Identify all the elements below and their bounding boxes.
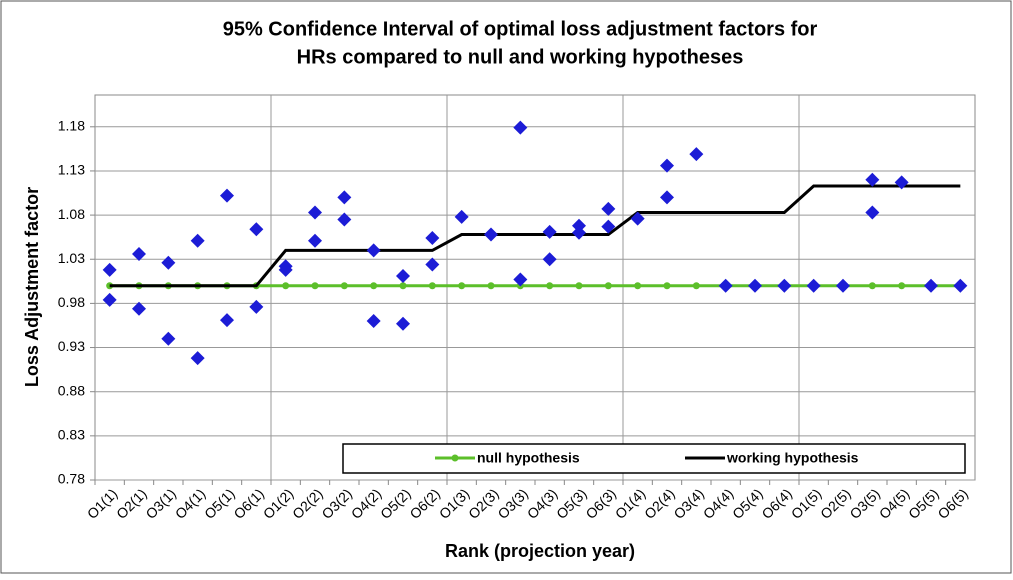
ci-point bbox=[718, 278, 733, 293]
ci-point bbox=[102, 262, 117, 277]
ci-point bbox=[865, 205, 880, 220]
y-tick-label: 1.18 bbox=[58, 117, 85, 133]
ci-point bbox=[190, 351, 205, 366]
x-axis-label: Rank (projection year) bbox=[445, 541, 635, 561]
ci-point bbox=[337, 190, 352, 205]
ci-point bbox=[572, 218, 586, 233]
point bbox=[311, 282, 319, 290]
ci-point bbox=[337, 212, 352, 227]
ci-point bbox=[161, 331, 176, 346]
ci-point bbox=[484, 227, 498, 242]
ci-point bbox=[308, 233, 322, 248]
point bbox=[575, 282, 583, 290]
y-tick-label: 0.83 bbox=[58, 427, 85, 443]
ci-point bbox=[924, 278, 938, 293]
ci-point bbox=[190, 233, 205, 248]
ci-point bbox=[220, 313, 234, 328]
point bbox=[487, 282, 495, 290]
y-tick-label: 0.98 bbox=[58, 294, 85, 310]
ci-point bbox=[601, 219, 616, 234]
ci-point bbox=[454, 209, 469, 224]
ci-point bbox=[132, 246, 146, 261]
point bbox=[663, 282, 671, 290]
ci-point bbox=[308, 205, 322, 220]
ci-point bbox=[660, 158, 674, 173]
ci-point bbox=[630, 211, 645, 226]
ci-point bbox=[278, 262, 293, 277]
point bbox=[546, 282, 554, 290]
ci-point bbox=[220, 188, 234, 203]
point bbox=[898, 282, 906, 290]
point bbox=[604, 282, 612, 290]
ci-point bbox=[249, 222, 264, 237]
ci-point bbox=[806, 278, 821, 293]
plot-area bbox=[94, 94, 976, 481]
ci-point bbox=[366, 243, 381, 258]
y-tick-label: 1.13 bbox=[58, 162, 85, 178]
ci-point bbox=[249, 299, 264, 314]
ci-point bbox=[894, 175, 909, 190]
ci-point bbox=[542, 252, 557, 267]
ci-point bbox=[425, 257, 440, 272]
ci-point bbox=[865, 172, 880, 187]
legend-marker bbox=[451, 454, 459, 462]
y-tick-label: 0.78 bbox=[58, 471, 85, 487]
y-axis-label: Loss Adjustment factor bbox=[22, 187, 42, 387]
ci-point bbox=[513, 120, 528, 135]
point bbox=[634, 282, 642, 290]
series-line bbox=[109, 184, 961, 288]
point bbox=[370, 282, 378, 290]
ci-point bbox=[132, 301, 146, 316]
point bbox=[868, 282, 876, 290]
ci-point bbox=[396, 269, 410, 284]
ci-point bbox=[542, 224, 557, 239]
ci-point bbox=[953, 278, 968, 293]
legend-label: null hypothesis bbox=[477, 450, 580, 466]
ci-point bbox=[748, 278, 762, 293]
point bbox=[340, 282, 348, 290]
legend-label: working hypothesis bbox=[726, 450, 859, 466]
ci-point bbox=[572, 225, 586, 240]
y-tick-label: 0.93 bbox=[58, 338, 85, 354]
ci-point bbox=[836, 278, 850, 293]
point bbox=[399, 282, 407, 290]
ci-point bbox=[689, 147, 704, 162]
ci-point bbox=[161, 255, 176, 270]
chart-title: 95% Confidence Interval of optimal loss … bbox=[223, 18, 818, 40]
y-tick-label: 1.08 bbox=[58, 206, 85, 222]
point bbox=[282, 282, 290, 290]
ci-point bbox=[425, 231, 440, 246]
y-tick-label: 1.03 bbox=[58, 250, 85, 266]
point bbox=[428, 282, 436, 290]
ci-point bbox=[601, 201, 616, 216]
chart-title: HRs compared to null and working hypothe… bbox=[297, 46, 744, 68]
ci-point bbox=[366, 314, 381, 329]
ci-point bbox=[777, 278, 792, 293]
ci-point bbox=[102, 292, 117, 307]
point bbox=[458, 282, 466, 290]
point bbox=[692, 282, 700, 290]
ci-point bbox=[396, 316, 410, 331]
y-tick-label: 0.88 bbox=[58, 382, 85, 398]
ci-point bbox=[513, 272, 528, 287]
ci-point bbox=[660, 190, 674, 205]
